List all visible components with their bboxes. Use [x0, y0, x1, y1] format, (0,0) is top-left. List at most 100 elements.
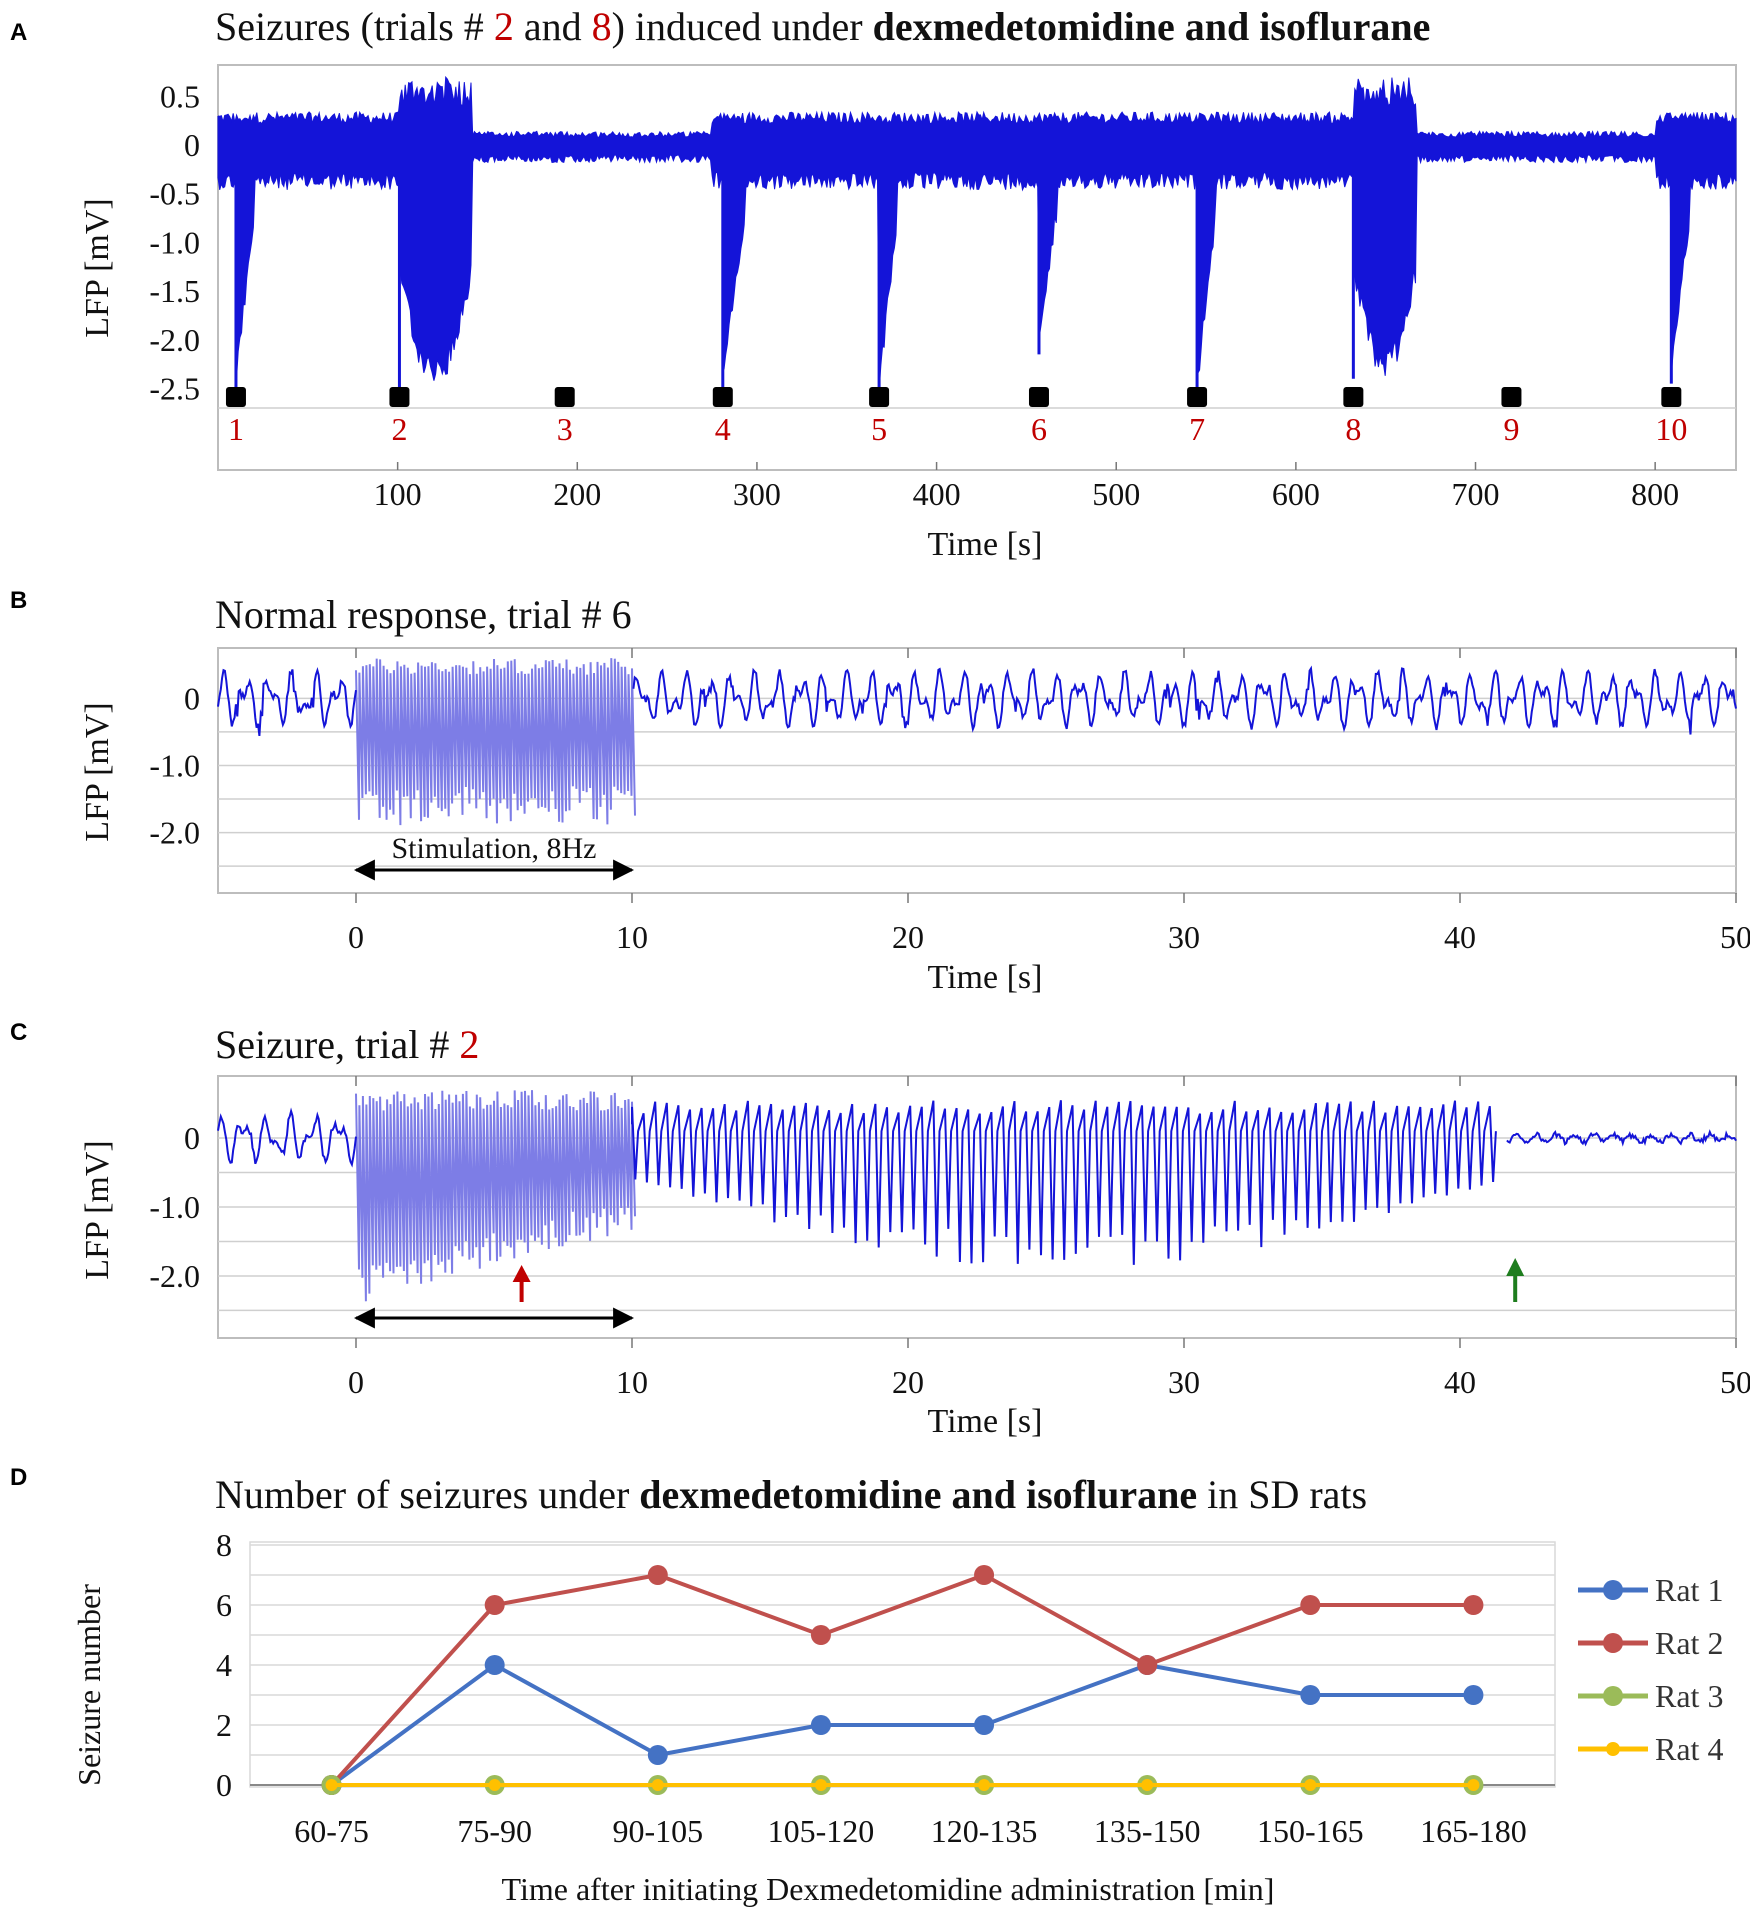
panel-b-y-tick: 0 — [184, 680, 200, 716]
panel-a-trial-label: 1 — [228, 411, 244, 447]
panel-c-title: Seizure, trial # 2 — [215, 1022, 479, 1067]
panel-a-trial-label: 3 — [557, 411, 573, 447]
panel-d-title-part1: Number of seizures under — [215, 1472, 639, 1517]
panel-c-postseizure-trace — [1506, 1129, 1737, 1147]
panel-c-ylabel: LFP [mV] — [79, 1140, 116, 1279]
panel-a-trial-marker — [1187, 387, 1208, 407]
panel-a-x-tick: 200 — [553, 476, 601, 512]
panel-d-point-rat-4 — [814, 1779, 827, 1791]
panel-a-ylabel: LFP [mV] — [79, 198, 116, 337]
panel-a-title-trial-8: 8 — [592, 4, 612, 49]
panel-c-red-arrow-head — [512, 1265, 531, 1282]
panel-b-stim-label: Stimulation, 8Hz — [392, 832, 597, 865]
panel-d-point-rat-1 — [1463, 1685, 1484, 1705]
panel-b-x-tick: 40 — [1444, 919, 1476, 955]
panel-d-point-rat-1 — [810, 1715, 831, 1735]
panel-c-stim-response — [355, 1090, 636, 1302]
panel-a-trial-marker — [869, 387, 890, 407]
panel-a-title-part1: Seizures (trials # — [215, 4, 494, 49]
panel-a-trial-label: 8 — [1345, 411, 1361, 447]
panel-d-series-line-rat-2 — [330, 1573, 1474, 1787]
panel-d-point-rat-2 — [484, 1595, 505, 1615]
panel-d-point-rat-2 — [974, 1565, 995, 1585]
panel-c-y-ticks: 0 -1.0 -2.0 — [149, 1120, 200, 1294]
panel-c-green-arrow-head — [1506, 1258, 1525, 1276]
panel-a-title-part2: ) induced under — [612, 4, 873, 49]
panel-a-trial-label: 2 — [391, 411, 407, 447]
panel-d-x-tick: 75-90 — [457, 1813, 532, 1849]
panel-a-x-tick: 600 — [1272, 476, 1320, 512]
panel-a-title-bold: dexmedetomidine and isoflurane — [873, 4, 1431, 49]
panel-a-trial-label: 9 — [1503, 411, 1519, 447]
panel-d-x-tick: 105-120 — [768, 1813, 875, 1849]
panel-b-signal — [217, 658, 1737, 826]
panel-c-x-tick: 50 — [1720, 1364, 1750, 1400]
panel-b-letter: B — [10, 587, 27, 614]
panel-c-letter: C — [10, 1019, 27, 1046]
panel-d-point-rat-4 — [1467, 1779, 1480, 1791]
panel-d-xlabel: Time after initiating Dexmedetomidine ad… — [502, 1871, 1275, 1907]
panel-d: D Number of seizures under dexmedetomidi… — [10, 1464, 1723, 1907]
panel-a-plot-area — [217, 64, 1737, 471]
panel-a-y-ticks: 0.5 0 -0.5 -1.0 -1.5 -2.0 -2.5 — [149, 78, 200, 406]
panel-d-legend-label: Rat 3 — [1655, 1678, 1723, 1714]
panel-b-stim-response — [355, 658, 636, 826]
panel-d-legend-marker — [1603, 1633, 1623, 1653]
panel-b-x-ticks: 0 10 20 30 40 50 — [348, 648, 1750, 955]
panel-c-title-part1: Seizure, trial # — [215, 1022, 459, 1067]
panel-c-red-arrow-icon — [512, 1265, 531, 1302]
panel-a-x-tick: 100 — [374, 476, 422, 512]
panel-d-x-tick: 150-165 — [1257, 1813, 1364, 1849]
panel-b-signal-trace — [217, 665, 1737, 737]
panel-a-trial-marker — [554, 387, 575, 407]
panel-d-title: Number of seizures under dexmedetomidine… — [215, 1472, 1367, 1517]
panel-a-x-ticks: 100 200 300 400 500 600 700 800 — [374, 462, 1679, 512]
panel-a: A Seizures (trials # 2 and 8) induced un… — [10, 4, 1737, 563]
panel-a-x-tick: 500 — [1092, 476, 1140, 512]
panel-a-trial-marker — [1501, 387, 1522, 407]
panel-c-x-tick: 30 — [1168, 1364, 1200, 1400]
panel-a-y-tick: -2.0 — [149, 322, 200, 358]
panel-a-trial-label: 4 — [715, 411, 731, 447]
panel-d-legend-marker — [1603, 1580, 1623, 1600]
panel-d-ylabel: Seizure number — [71, 1584, 107, 1786]
panel-a-signal-envelope — [217, 75, 1737, 390]
panel-d-legend-label: Rat 2 — [1655, 1625, 1723, 1661]
panel-b-x-tick: 10 — [616, 919, 648, 955]
panel-c-x-tick: 40 — [1444, 1364, 1476, 1400]
panel-a-letter: A — [10, 19, 27, 46]
panel-a-y-tick: 0.5 — [160, 78, 200, 114]
panel-d-point-rat-1 — [1300, 1685, 1321, 1705]
panel-d-point-rat-1 — [484, 1655, 505, 1675]
panel-d-y-tick: 6 — [216, 1587, 232, 1623]
panel-d-point-rat-4 — [325, 1779, 338, 1791]
panel-d-point-rat-4 — [1141, 1779, 1154, 1791]
panel-b-y-tick: -2.0 — [149, 815, 200, 851]
panel-d-x-tick: 135-150 — [1094, 1813, 1201, 1849]
panel-b-title: Normal response, trial # 6 — [215, 592, 632, 637]
panel-b-ylabel: LFP [mV] — [79, 702, 116, 841]
panel-d-legend-label: Rat 1 — [1655, 1572, 1723, 1608]
panel-d-title-bold: dexmedetomidine and isoflurane — [639, 1472, 1197, 1517]
panel-c-x-tick: 20 — [892, 1364, 924, 1400]
panel-d-series-line-rat-1 — [330, 1663, 1474, 1787]
panel-a-y-tick: -0.5 — [149, 176, 200, 212]
panel-c-x-ticks: 0 10 20 30 40 50 — [348, 1076, 1750, 1400]
panel-d-x-tick: 165-180 — [1420, 1813, 1527, 1849]
panel-a-trial-marker — [1028, 387, 1049, 407]
panel-a-y-tick: -1.5 — [149, 273, 200, 309]
panel-a-signal — [217, 75, 1737, 394]
panel-a-x-tick: 700 — [1452, 476, 1500, 512]
panel-b-x-tick: 0 — [348, 919, 364, 955]
panel-a-trial-label: 6 — [1031, 411, 1047, 447]
panel-d-point-rat-2 — [1137, 1655, 1158, 1675]
panel-d-x-ticks: 60-75 75-90 90-105 105-120 120-135 135-150 150… — [294, 1813, 1527, 1849]
panel-a-title-trial-2: 2 — [494, 4, 514, 49]
panel-d-point-rat-2 — [1463, 1595, 1484, 1615]
panel-a-x-tick: 400 — [913, 476, 961, 512]
panel-d-point-rat-2 — [647, 1565, 668, 1585]
panel-d-series — [321, 1565, 1484, 1795]
panel-d-y-tick: 0 — [216, 1767, 232, 1803]
panel-c: C Seizure, trial # 2 0 -1.0 -2.0 0 10 20 30 40… — [10, 1019, 1750, 1440]
